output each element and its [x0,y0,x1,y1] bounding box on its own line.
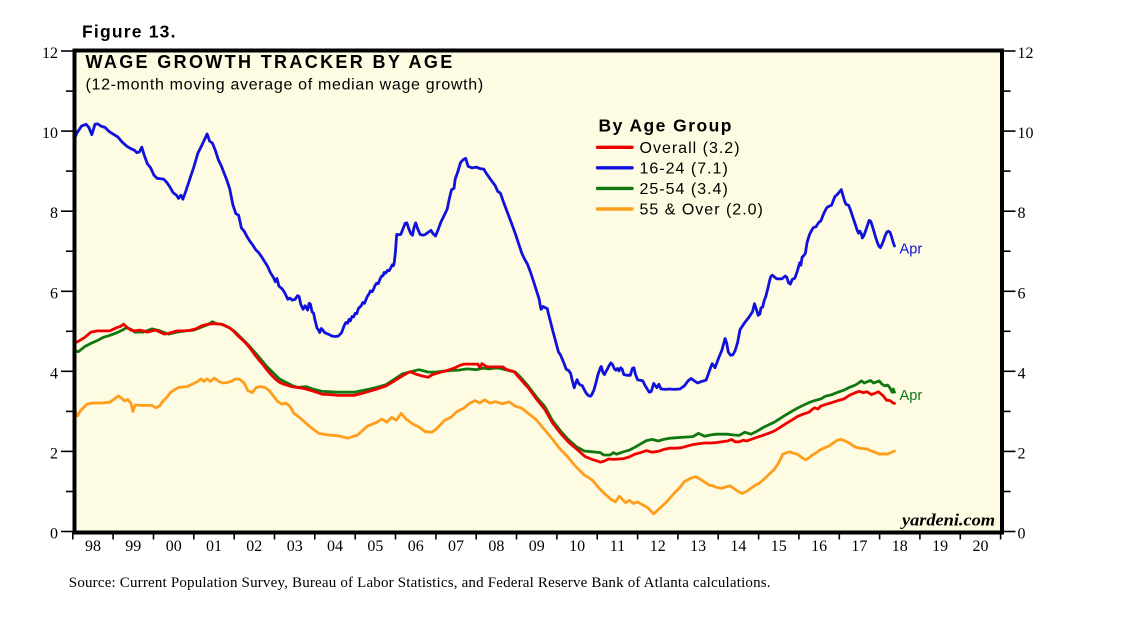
svg-text:19: 19 [932,538,948,555]
svg-text:4: 4 [1018,365,1026,382]
svg-text:yardeni.com: yardeni.com [900,511,995,530]
svg-text:06: 06 [408,538,424,555]
svg-text:09: 09 [529,538,545,555]
svg-text:17: 17 [851,538,867,555]
svg-text:10: 10 [42,125,58,142]
svg-text:10: 10 [1018,125,1034,142]
svg-text:12: 12 [650,538,666,555]
svg-text:8: 8 [1018,205,1026,222]
svg-text:Source: Current Population Sur: Source: Current Population Survey, Burea… [69,575,771,591]
svg-text:0: 0 [1018,526,1026,543]
svg-text:14: 14 [730,538,746,555]
svg-text:By Age Group: By Age Group [599,116,733,136]
svg-text:6: 6 [50,285,58,302]
svg-text:03: 03 [287,538,303,555]
svg-text:01: 01 [206,538,222,555]
svg-text:04: 04 [327,538,343,555]
svg-text:55 & Over (2.0): 55 & Over (2.0) [640,202,764,219]
svg-text:(12-month moving average of me: (12-month moving average of median wage … [86,77,484,94]
svg-text:8: 8 [50,205,58,222]
svg-text:12: 12 [42,45,58,62]
svg-text:15: 15 [771,538,787,555]
svg-text:00: 00 [166,538,182,555]
svg-text:6: 6 [1018,285,1026,302]
svg-text:12: 12 [1018,45,1034,62]
svg-text:08: 08 [488,538,504,555]
svg-text:Figure 13.: Figure 13. [82,22,177,42]
svg-text:20: 20 [973,538,989,555]
svg-text:13: 13 [690,538,706,555]
svg-text:99: 99 [125,538,141,555]
svg-text:4: 4 [50,365,58,382]
svg-text:18: 18 [892,538,908,555]
svg-text:WAGE GROWTH TRACKER BY AGE: WAGE GROWTH TRACKER BY AGE [86,52,455,72]
svg-text:2: 2 [1018,445,1026,462]
svg-text:Overall (3.2): Overall (3.2) [640,140,741,157]
svg-text:Apr: Apr [900,242,923,258]
svg-text:07: 07 [448,538,464,555]
svg-text:10: 10 [569,538,585,555]
svg-text:02: 02 [246,538,262,555]
svg-text:Apr: Apr [900,388,923,404]
svg-text:16-24 (7.1): 16-24 (7.1) [640,160,729,177]
svg-text:05: 05 [367,538,383,555]
svg-text:2: 2 [50,445,58,462]
svg-text:11: 11 [610,538,625,555]
svg-text:98: 98 [85,538,101,555]
svg-text:25-54 (3.4): 25-54 (3.4) [640,181,729,198]
svg-text:16: 16 [811,538,827,555]
svg-text:0: 0 [50,526,58,543]
